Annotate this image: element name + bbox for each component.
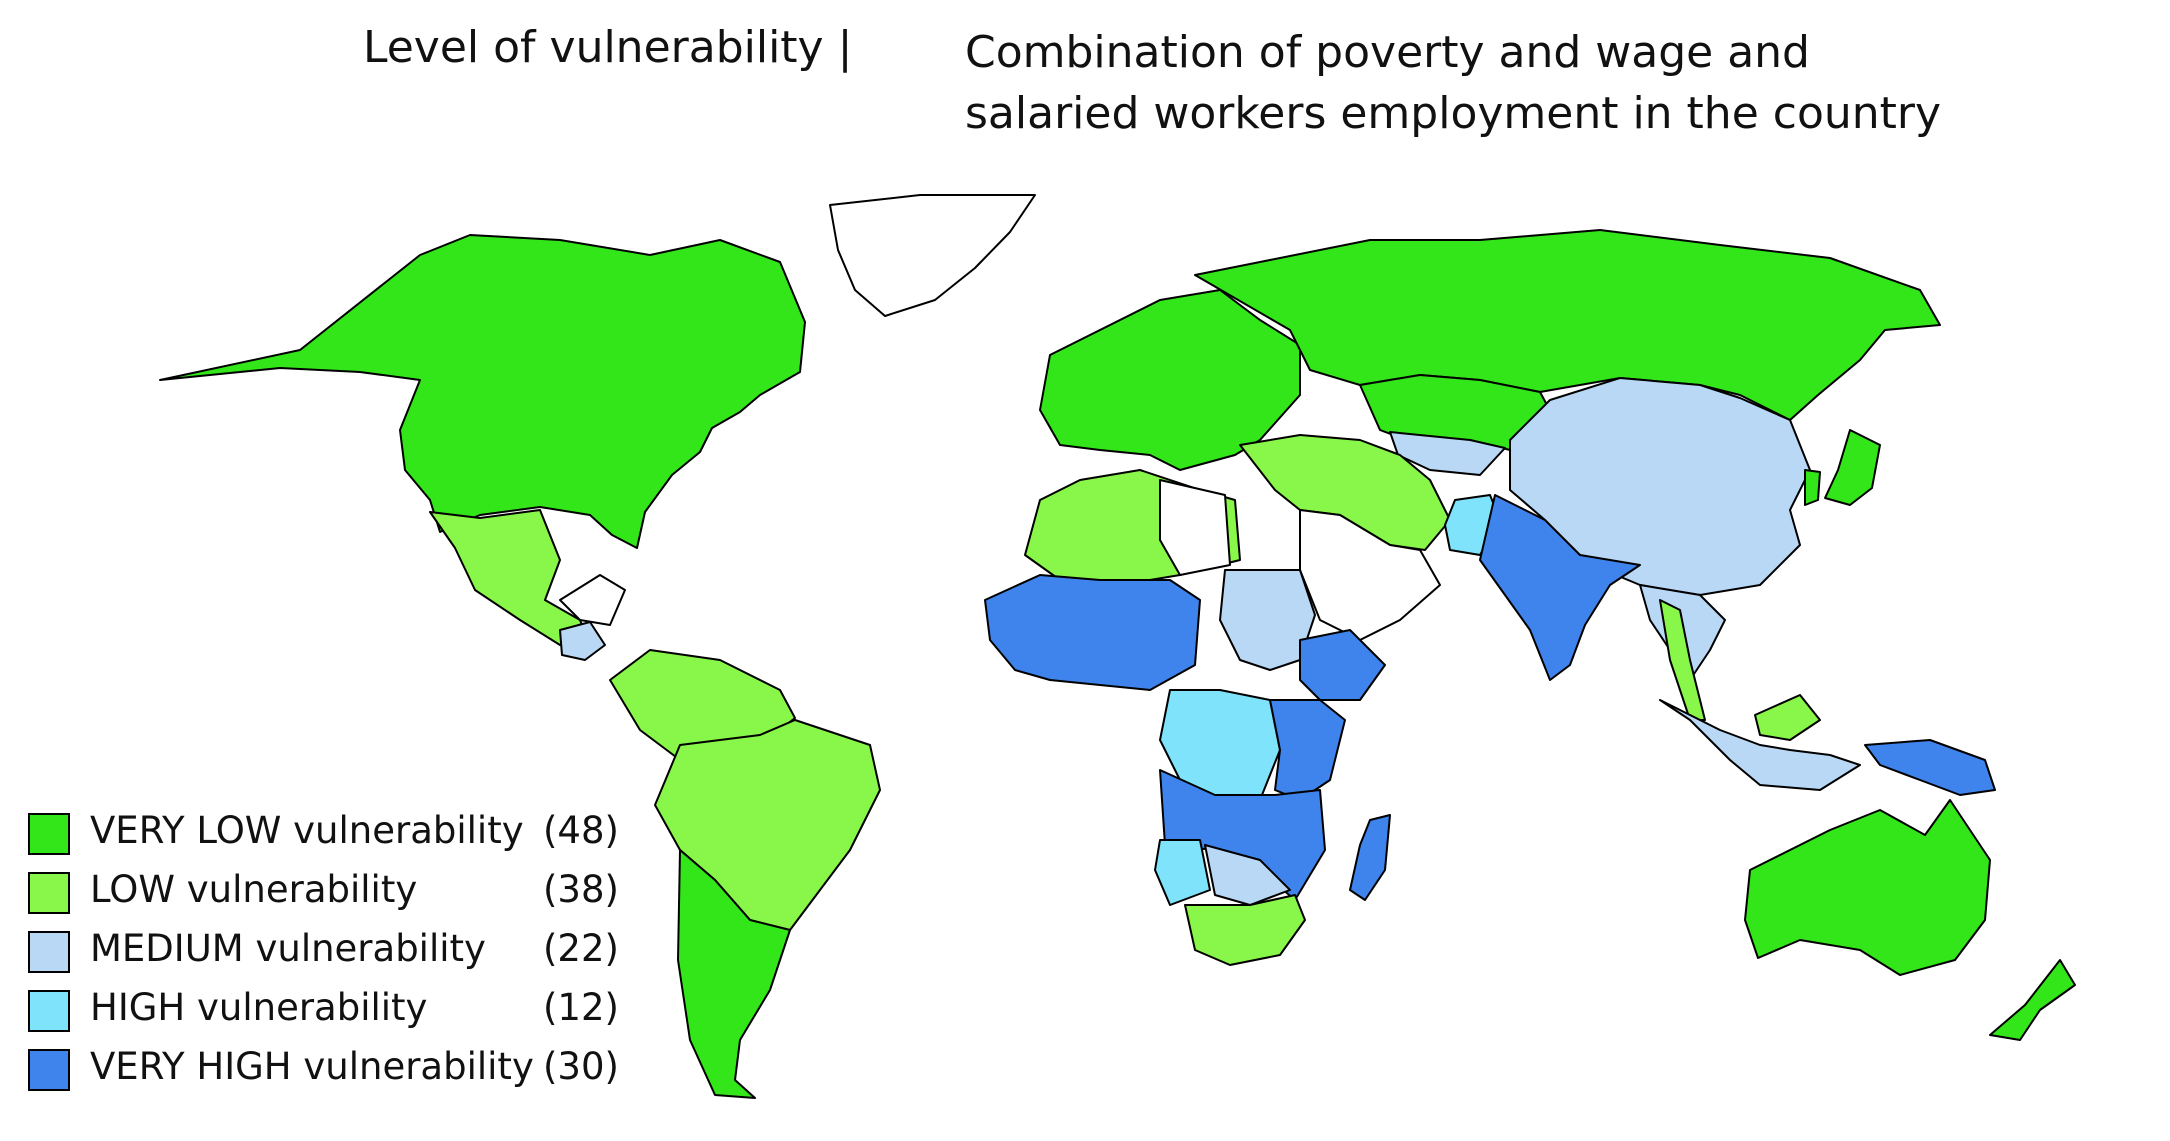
map-title: Level of vulnerability | <box>363 22 853 73</box>
legend-count: (30) <box>543 1045 619 1088</box>
region-south-africa <box>1184 894 1306 966</box>
legend-count: (48) <box>543 809 619 852</box>
legend-count: (38) <box>543 868 619 911</box>
region-west-africa <box>984 574 1201 691</box>
legend-count: (22) <box>543 927 619 970</box>
region-angola <box>1154 839 1211 906</box>
region-south-america-north <box>609 649 796 761</box>
region-greenland <box>829 194 1036 317</box>
legend-swatch <box>28 990 70 1032</box>
region-australia <box>1744 799 1991 976</box>
region-mexico <box>429 509 591 646</box>
region-madagascar <box>1349 814 1391 901</box>
legend-label: HIGH vulnerability <box>90 986 428 1029</box>
legend-swatch <box>28 813 70 855</box>
region-north-america <box>159 234 806 549</box>
region-russia <box>1194 229 1941 421</box>
region-papua-new-guinea <box>1864 739 1996 796</box>
region-malaysia <box>1754 694 1821 741</box>
legend-label: VERY LOW vulnerability <box>90 809 524 852</box>
region-turkey-iran <box>1239 434 1451 551</box>
subtitle-line-2: salaried workers employment in the count… <box>965 88 1942 139</box>
region-argentina-chile <box>677 849 791 1099</box>
region-sudan <box>1219 569 1316 671</box>
region-europe <box>1039 289 1301 471</box>
legend-swatch <box>28 931 70 973</box>
legend-label: LOW vulnerability <box>90 868 418 911</box>
map-subtitle: Combination of poverty and wage and sala… <box>965 22 1965 144</box>
legend-swatch <box>28 1049 70 1091</box>
legend-count: (12) <box>543 986 619 1029</box>
region-botswana <box>1204 844 1291 906</box>
region-new-zealand <box>1989 959 2076 1041</box>
region-ethiopia <box>1299 629 1386 701</box>
region-libya <box>1159 479 1231 576</box>
region-east-africa <box>1269 699 1346 801</box>
region-middle-east <box>1299 509 1441 641</box>
region-thailand <box>1659 599 1706 721</box>
region-india <box>1479 494 1641 681</box>
legend-swatch <box>28 872 70 914</box>
region-korea <box>1804 469 1821 506</box>
legend-label: VERY HIGH vulnerability <box>90 1045 534 1088</box>
legend-label: MEDIUM vulnerability <box>90 927 486 970</box>
region-japan <box>1824 429 1881 506</box>
subtitle-line-1: Combination of poverty and wage and <box>965 27 1810 78</box>
region-indonesia <box>1659 699 1861 791</box>
region-guatemala-honduras <box>559 621 606 661</box>
region-central-america <box>559 574 626 626</box>
